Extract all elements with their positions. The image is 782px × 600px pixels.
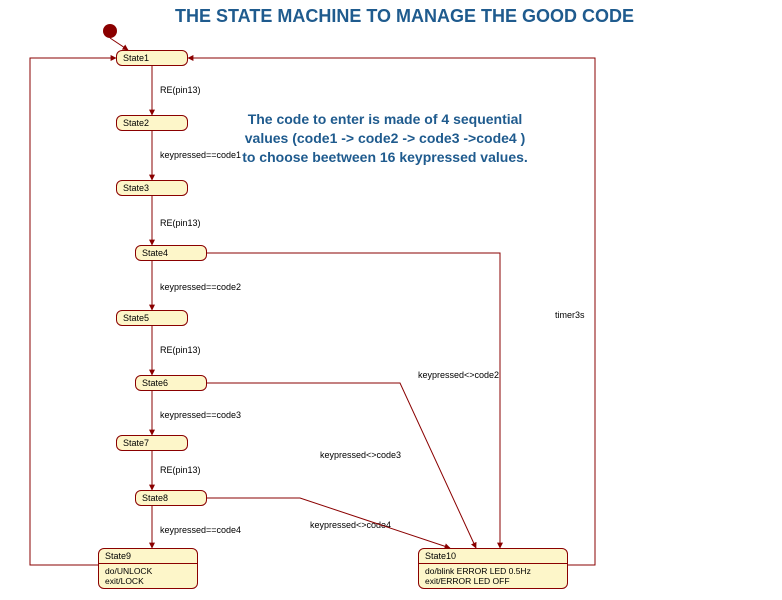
edges-layer (0, 0, 782, 600)
